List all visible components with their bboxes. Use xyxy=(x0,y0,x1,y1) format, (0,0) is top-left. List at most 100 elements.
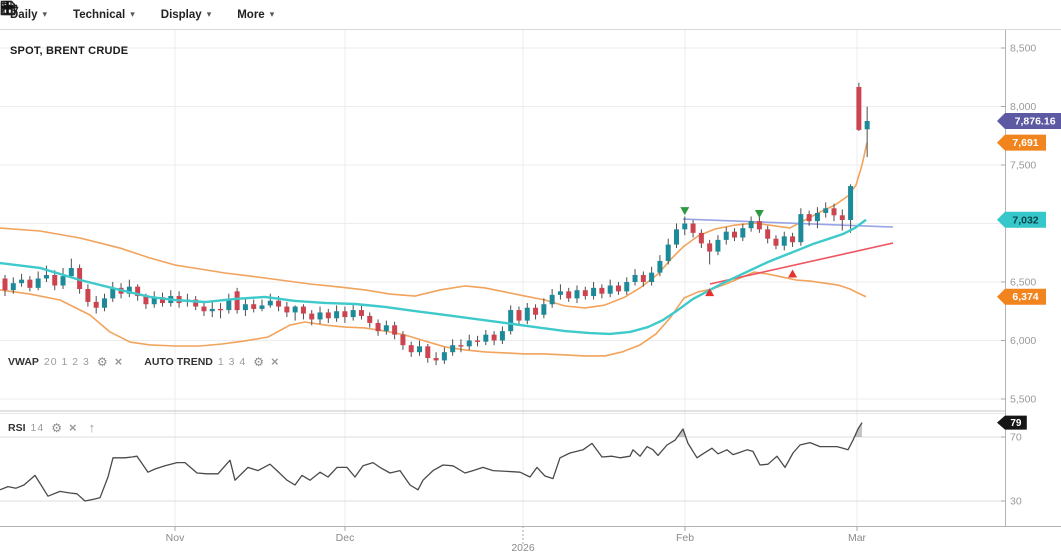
candle xyxy=(524,307,530,321)
menu-daily[interactable]: Daily ▾ xyxy=(10,9,47,21)
candle xyxy=(732,231,738,238)
candle xyxy=(209,308,215,312)
candle xyxy=(375,322,381,332)
candle xyxy=(342,311,348,318)
zoom-in-icon[interactable] xyxy=(1,1,438,25)
candle xyxy=(773,238,779,246)
candle xyxy=(690,223,696,233)
chevron-down-icon: ▾ xyxy=(130,9,135,19)
candle xyxy=(193,299,199,307)
svg-text:79: 79 xyxy=(1010,418,1022,429)
price-badge xyxy=(997,288,1046,305)
candle xyxy=(300,306,306,314)
candle xyxy=(839,215,845,220)
candle xyxy=(309,313,315,320)
price-tick-label: 6,000 xyxy=(1010,335,1036,347)
candle xyxy=(533,307,539,315)
candle xyxy=(848,186,854,220)
upper-band-line xyxy=(0,142,868,309)
candle xyxy=(151,297,157,305)
buy-signal-icon xyxy=(788,269,798,278)
rsi-tick-label: 30 xyxy=(1010,496,1022,508)
zoom-out-icon[interactable] xyxy=(1,5,402,25)
price-tick-label: 8,000 xyxy=(1010,101,1036,113)
chevron-down-icon: ▾ xyxy=(206,9,212,19)
sell-signal-icon xyxy=(680,207,690,216)
menu-technical[interactable]: Technical ▾ xyxy=(73,9,135,21)
candle xyxy=(549,294,555,305)
auto-trend-label: AUTO TREND xyxy=(144,355,213,368)
candle xyxy=(557,291,563,295)
candle xyxy=(483,334,489,342)
candle xyxy=(864,120,870,130)
candle xyxy=(160,297,166,304)
auto-trend-remove-icon[interactable]: × xyxy=(271,354,279,369)
support-trendline xyxy=(709,242,894,285)
candle xyxy=(259,305,265,309)
candle xyxy=(85,289,91,302)
candle xyxy=(673,229,679,245)
candles-layer xyxy=(2,82,870,366)
price-tick-label: 5,500 xyxy=(1010,394,1036,406)
rsi-tick-label: 70 xyxy=(1010,432,1022,444)
candle xyxy=(77,267,83,290)
menu-display[interactable]: Display ▾ xyxy=(161,9,211,21)
candle xyxy=(358,310,364,316)
menu-label: Technical xyxy=(73,8,126,21)
candle xyxy=(60,276,66,286)
open-chart-icon[interactable] xyxy=(0,2,330,25)
candle xyxy=(781,236,787,246)
candle xyxy=(466,340,472,347)
candle xyxy=(317,312,323,320)
candle xyxy=(408,345,414,353)
candle xyxy=(599,287,605,294)
candle xyxy=(657,260,663,273)
candle xyxy=(624,282,630,292)
candle xyxy=(615,285,621,292)
vwap-line xyxy=(0,218,867,336)
lower-band-line xyxy=(0,271,867,357)
month-label: Feb xyxy=(676,532,694,544)
candle xyxy=(740,228,746,238)
candle xyxy=(790,236,796,243)
rsi-settings-icon[interactable]: ⚙ xyxy=(51,420,62,435)
candle xyxy=(458,345,464,347)
candle xyxy=(68,267,74,277)
candle xyxy=(52,274,58,286)
vwap-params: 20 1 2 3 xyxy=(43,355,90,368)
candle xyxy=(292,306,298,313)
candle xyxy=(43,274,49,279)
candle xyxy=(756,221,762,230)
candle xyxy=(698,232,704,244)
candle xyxy=(276,300,282,307)
menu-more[interactable]: More ▾ xyxy=(237,9,274,21)
candle xyxy=(665,244,671,261)
month-label: Dec xyxy=(336,532,355,544)
rsi-params: 14 xyxy=(30,421,45,434)
candle xyxy=(234,291,240,311)
vwap-settings-icon[interactable]: ⚙ xyxy=(96,354,108,369)
sell-signal-icon xyxy=(754,209,764,218)
price-tick-label: 7,500 xyxy=(1010,160,1036,172)
menu-label: More xyxy=(237,8,265,21)
candle xyxy=(135,286,141,297)
candle xyxy=(367,315,373,323)
rsi-remove-icon[interactable]: × xyxy=(68,420,77,435)
toolbar-icons xyxy=(0,0,438,25)
candle xyxy=(798,214,804,243)
price-tick-label: 6,500 xyxy=(1010,277,1036,289)
save-chart-icon[interactable] xyxy=(0,0,366,25)
auto-trend-settings-icon[interactable]: ⚙ xyxy=(253,354,264,369)
candle xyxy=(441,352,447,361)
candle xyxy=(831,208,837,216)
gridlines xyxy=(0,30,1005,526)
rsi-move-up-icon[interactable]: ↑ xyxy=(88,420,96,435)
candle xyxy=(110,287,116,299)
candle xyxy=(284,306,290,313)
candle xyxy=(748,221,754,229)
vwap-remove-icon[interactable]: × xyxy=(114,354,123,369)
candle xyxy=(591,287,597,297)
candle xyxy=(582,290,588,297)
